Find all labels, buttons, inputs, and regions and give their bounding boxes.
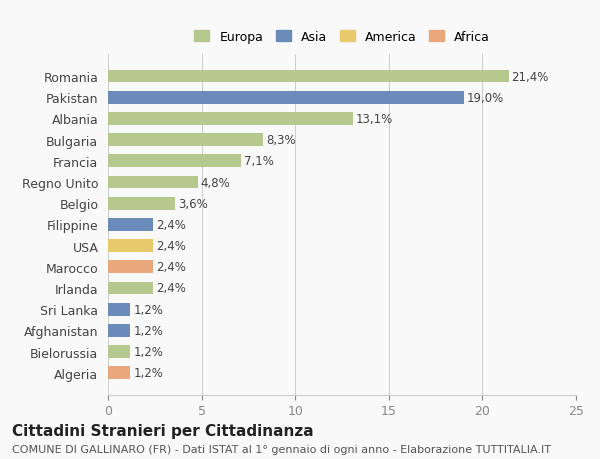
Text: COMUNE DI GALLINARO (FR) - Dati ISTAT al 1° gennaio di ogni anno - Elaborazione : COMUNE DI GALLINARO (FR) - Dati ISTAT al… xyxy=(12,444,551,454)
Bar xyxy=(108,113,353,125)
Text: 1,2%: 1,2% xyxy=(133,324,163,337)
Legend: Europa, Asia, America, Africa: Europa, Asia, America, Africa xyxy=(191,28,493,48)
Text: 2,4%: 2,4% xyxy=(156,218,185,231)
Text: 8,3%: 8,3% xyxy=(266,134,296,147)
Bar xyxy=(108,325,130,337)
Text: 2,4%: 2,4% xyxy=(156,240,185,252)
Bar xyxy=(108,155,241,168)
Bar xyxy=(108,71,509,83)
Bar xyxy=(108,92,464,104)
Text: 1,2%: 1,2% xyxy=(133,366,163,380)
Bar xyxy=(108,303,130,316)
Text: 1,2%: 1,2% xyxy=(133,345,163,358)
Text: 13,1%: 13,1% xyxy=(356,112,393,126)
Text: 2,4%: 2,4% xyxy=(156,261,185,274)
Bar xyxy=(108,282,153,295)
Text: 21,4%: 21,4% xyxy=(511,70,549,84)
Text: 1,2%: 1,2% xyxy=(133,303,163,316)
Bar xyxy=(108,346,130,358)
Text: 19,0%: 19,0% xyxy=(466,91,504,105)
Bar xyxy=(108,134,263,147)
Text: 2,4%: 2,4% xyxy=(156,282,185,295)
Bar xyxy=(108,176,198,189)
Bar xyxy=(108,240,153,252)
Text: 3,6%: 3,6% xyxy=(178,197,208,210)
Bar xyxy=(108,197,175,210)
Text: 4,8%: 4,8% xyxy=(200,176,230,189)
Bar xyxy=(108,218,153,231)
Bar xyxy=(108,261,153,274)
Bar xyxy=(108,367,130,379)
Text: 7,1%: 7,1% xyxy=(244,155,274,168)
Text: Cittadini Stranieri per Cittadinanza: Cittadini Stranieri per Cittadinanza xyxy=(12,423,314,438)
